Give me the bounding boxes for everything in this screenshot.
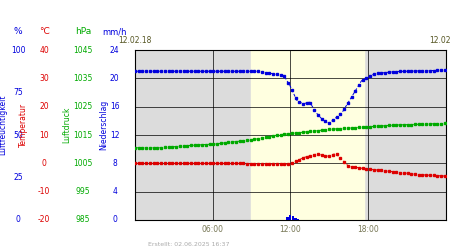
Text: 75: 75: [13, 88, 23, 97]
Text: 24: 24: [110, 46, 120, 54]
Text: 100: 100: [11, 46, 25, 54]
Text: Luftdruck: Luftdruck: [62, 107, 71, 143]
Text: Luftfeuchtigkeit: Luftfeuchtigkeit: [0, 95, 7, 155]
Text: hPa: hPa: [75, 27, 91, 36]
Text: 40: 40: [39, 46, 49, 54]
Bar: [292, 216, 294, 220]
Text: 8: 8: [112, 159, 117, 168]
Text: 25: 25: [13, 173, 23, 182]
Text: -10: -10: [38, 187, 50, 196]
Text: mm/h: mm/h: [103, 27, 127, 36]
Text: 985: 985: [76, 216, 90, 224]
Text: 1015: 1015: [74, 130, 93, 140]
Text: 30: 30: [39, 74, 49, 83]
Text: 20: 20: [39, 102, 49, 111]
Text: 50: 50: [13, 130, 23, 140]
Text: 4: 4: [112, 187, 117, 196]
Text: 1005: 1005: [73, 159, 93, 168]
Text: Temperatur: Temperatur: [19, 103, 28, 147]
Text: 1025: 1025: [74, 102, 93, 111]
Text: 12: 12: [110, 130, 120, 140]
Text: 0: 0: [42, 159, 46, 168]
Text: 1045: 1045: [73, 46, 93, 54]
Text: 20: 20: [110, 74, 120, 83]
Bar: [297, 218, 299, 220]
Text: -20: -20: [38, 216, 50, 224]
Text: 16: 16: [110, 102, 120, 111]
Bar: [287, 217, 289, 220]
Bar: [252, 50, 364, 220]
Text: Niederschlag: Niederschlag: [99, 100, 108, 150]
Bar: [294, 218, 297, 220]
Text: %: %: [14, 27, 22, 36]
Text: 10: 10: [39, 130, 49, 140]
Text: °C: °C: [39, 27, 50, 36]
Text: 995: 995: [76, 187, 90, 196]
Text: Erstellt: 02.06.2025 16:37: Erstellt: 02.06.2025 16:37: [148, 242, 230, 248]
Text: 1035: 1035: [73, 74, 93, 83]
Bar: [289, 215, 292, 220]
Text: 0: 0: [16, 216, 20, 224]
Text: 0: 0: [112, 216, 117, 224]
